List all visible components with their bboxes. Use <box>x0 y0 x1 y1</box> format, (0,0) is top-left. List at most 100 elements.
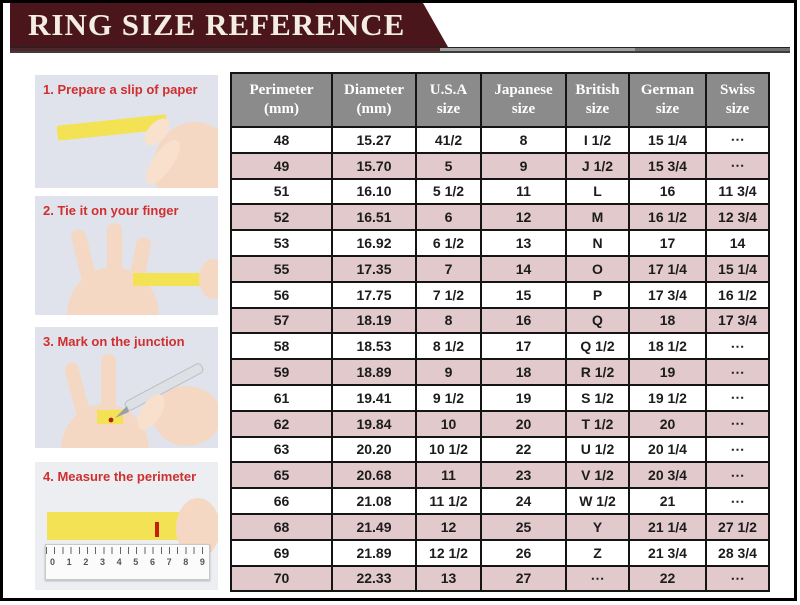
table-cell: 52 <box>230 203 333 232</box>
table-cell: 18.53 <box>331 332 417 361</box>
table-cell: 17 3/4 <box>705 306 770 335</box>
table-cell: ⋯ <box>705 409 770 438</box>
column-header: Japanese size <box>480 72 567 128</box>
table-cell: 68 <box>230 512 333 541</box>
table-cell: 19 <box>480 383 567 412</box>
table-row: 66 21.08 11 1/2 24 W 1/2 21 ⋯ <box>230 487 770 515</box>
paper-slip <box>56 114 168 141</box>
table-cell: 20 <box>628 409 707 438</box>
table-cell: U 1/2 <box>565 435 630 464</box>
table-cell: 7 <box>415 254 482 283</box>
table-cell: 7 1/2 <box>415 280 482 309</box>
table-cell: 19.41 <box>331 383 417 412</box>
step-3-panel: 3. Mark on the junction <box>35 327 218 448</box>
holding-fingertip <box>199 259 218 299</box>
finger <box>64 362 92 424</box>
table-cell: 21.89 <box>331 538 417 567</box>
table-cell: T 1/2 <box>565 409 630 438</box>
step-2-illustration <box>35 223 218 315</box>
table-cell: ⋯ <box>705 126 770 154</box>
table-cell: R 1/2 <box>565 358 630 386</box>
writing-hand <box>153 386 218 446</box>
column-header: U.S.A size <box>415 72 482 128</box>
table-header-row: Perimeter (mm) Diameter (mm) U.S.A size Japane… <box>230 72 770 128</box>
table-cell: 20.68 <box>331 461 417 490</box>
table-cell: 13 <box>415 564 482 593</box>
table-cell: 17 <box>480 332 567 361</box>
table-cell: 9 <box>480 151 567 180</box>
table-cell: 65 <box>230 461 333 490</box>
finger <box>101 354 116 422</box>
banner-underline <box>10 47 790 53</box>
table-row: 69 21.89 12 1/2 26 Z 21 3/4 28 3/4 <box>230 538 770 567</box>
table-cell: 63 <box>230 435 333 464</box>
table-cell: 21 <box>628 487 707 515</box>
table-cell: 41/2 <box>415 126 482 154</box>
table-cell: 22 <box>480 435 567 464</box>
table-cell: 18.89 <box>331 358 417 386</box>
table-cell: 12 1/2 <box>415 538 482 567</box>
table-cell: V 1/2 <box>565 461 630 490</box>
pressing-fingertip <box>176 498 218 558</box>
table-cell: 15 1/4 <box>705 254 770 283</box>
table-row: 48 15.27 41/2 8 I 1/2 15 1/4 ⋯ <box>230 126 770 154</box>
table-cell: ⋯ <box>705 487 770 515</box>
table-cell: 56 <box>230 280 333 309</box>
table-cell: 20 3/4 <box>628 461 707 490</box>
column-header: British size <box>565 72 630 128</box>
table-cell: ⋯ <box>705 435 770 464</box>
table-cell: ⋯ <box>705 151 770 180</box>
table-cell: 21 1/4 <box>628 512 707 541</box>
table-cell: 17.75 <box>331 280 417 309</box>
table-cell: 21.49 <box>331 512 417 541</box>
table-cell: 48 <box>230 126 333 154</box>
table-cell: 13 <box>480 229 567 257</box>
table-cell: 24 <box>480 487 567 515</box>
table-row: 55 17.35 7 14 O 17 1/4 15 1/4 <box>230 254 770 283</box>
ruler-number: 5 <box>133 557 139 567</box>
table-cell: ⋯ <box>705 332 770 361</box>
ruler-number: 0 <box>50 557 56 567</box>
table-cell: 27 <box>480 564 567 593</box>
table-cell: 10 1/2 <box>415 435 482 464</box>
finger <box>107 223 122 293</box>
table-cell: 10 <box>415 409 482 438</box>
column-header: Diameter (mm) <box>331 72 417 128</box>
table-row: 53 16.92 6 1/2 13 N 17 14 <box>230 229 770 257</box>
table-cell: 18.19 <box>331 306 417 335</box>
table-cell: 21.08 <box>331 487 417 515</box>
table-cell: N <box>565 229 630 257</box>
table-cell: 8 <box>480 126 567 154</box>
step-3-illustration <box>35 354 218 448</box>
table-cell: 11 1/2 <box>415 487 482 515</box>
table-cell: 28 3/4 <box>705 538 770 567</box>
finger <box>71 229 98 291</box>
table-cell: 17 1/4 <box>628 254 707 283</box>
table-cell: Y <box>565 512 630 541</box>
table-cell: O <box>565 254 630 283</box>
table-cell: 5 <box>415 151 482 180</box>
table-cell: 14 <box>705 229 770 257</box>
column-header: German size <box>628 72 707 128</box>
pen-tip <box>115 406 129 418</box>
table-cell: 55 <box>230 254 333 283</box>
thumb <box>144 118 170 146</box>
table-cell: 14 <box>480 254 567 283</box>
ruler-number: 2 <box>83 557 89 567</box>
table-cell: 16 <box>480 306 567 335</box>
table-cell: P <box>565 280 630 309</box>
ruler-number: 9 <box>199 557 205 567</box>
table-cell: 20 <box>480 409 567 438</box>
table-cell: 53 <box>230 229 333 257</box>
table-cell: 19.84 <box>331 409 417 438</box>
title-banner: RING SIZE REFERENCE <box>10 3 448 47</box>
table-cell: S 1/2 <box>565 383 630 412</box>
step-2-label: 2. Tie it on your finger <box>43 203 179 218</box>
table-cell: 22.33 <box>331 564 417 593</box>
table-cell: J 1/2 <box>565 151 630 180</box>
ring-size-table: Perimeter (mm) Diameter (mm) U.S.A size Japane… <box>230 72 770 593</box>
table-cell: 70 <box>230 564 333 593</box>
table-cell: 6 <box>415 203 482 232</box>
